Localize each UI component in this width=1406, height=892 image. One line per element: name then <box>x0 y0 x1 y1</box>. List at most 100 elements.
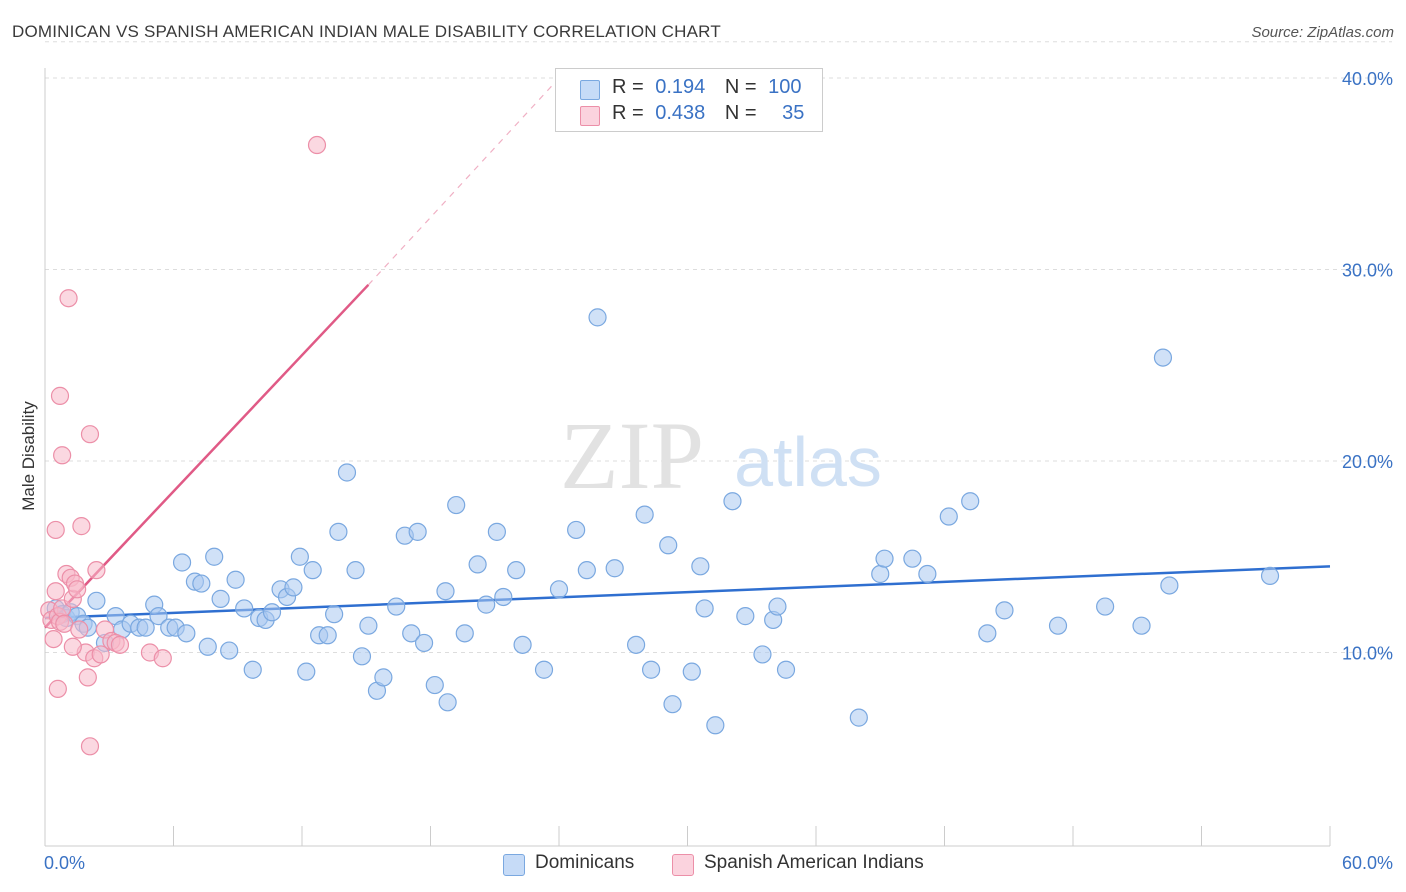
point-dominicans <box>149 607 168 626</box>
point-spanish-american-indians <box>63 637 82 656</box>
point-dominicans <box>567 520 586 540</box>
point-dominicans <box>408 522 427 541</box>
point-dominicans <box>682 662 701 681</box>
point-dominicans <box>768 597 787 616</box>
point-dominicans <box>226 570 245 589</box>
point-dominicans <box>939 507 958 526</box>
legend-swatch-pink <box>672 854 694 876</box>
point-dominicans <box>198 637 217 656</box>
point-dominicans <box>172 553 192 572</box>
point-spanish-american-indians <box>153 649 172 668</box>
point-dominicans <box>192 574 211 593</box>
legend-label-spanish-american-indians: Spanish American Indians <box>704 852 924 873</box>
point-spanish-american-indians <box>46 520 65 540</box>
y-tick-label: 40.0% <box>1342 69 1393 89</box>
point-dominicans <box>1132 616 1151 635</box>
point-dominicans <box>297 662 316 681</box>
point-dominicans <box>235 599 254 618</box>
data-points <box>40 135 1280 756</box>
y-tick-label: 20.0% <box>1342 452 1393 472</box>
point-dominicans <box>849 708 868 727</box>
point-dominicans <box>220 641 239 660</box>
trend-lines <box>44 66 1331 629</box>
point-dominicans <box>177 624 196 643</box>
point-dominicans <box>918 564 937 584</box>
point-dominicans <box>1096 597 1115 616</box>
point-dominicans <box>211 589 230 608</box>
x-tick-label: 60.0% <box>1342 853 1393 873</box>
legend-label-dominicans: Dominicans <box>535 852 635 873</box>
point-spanish-american-indians <box>110 635 130 654</box>
point-dominicans <box>723 492 742 511</box>
y-tick-label: 10.0% <box>1342 644 1393 664</box>
point-dominicans <box>243 660 262 679</box>
stats-legend: R = 0.194 N = 100 R = 0.438 N = 35 <box>555 68 823 132</box>
legend-n-label: N = <box>724 76 757 98</box>
point-dominicans <box>387 597 406 616</box>
point-dominicans <box>776 660 796 679</box>
point-dominicans <box>626 635 646 654</box>
point-spanish-american-indians <box>307 135 327 155</box>
point-dominicans <box>205 547 224 566</box>
watermark-zip: ZIP <box>560 402 704 509</box>
point-spanish-american-indians <box>68 580 87 599</box>
point-dominicans <box>136 618 155 637</box>
axes <box>44 68 1331 847</box>
point-dominicans <box>507 561 526 580</box>
point-dominicans <box>87 591 106 610</box>
point-spanish-american-indians <box>87 561 106 580</box>
point-dominicans <box>468 555 487 574</box>
point-dominicans <box>706 716 725 735</box>
point-dominicans <box>329 522 348 541</box>
point-dominicans <box>691 557 710 576</box>
point-dominicans <box>374 668 393 687</box>
point-dominicans <box>455 624 474 643</box>
legend-r-label: R = <box>612 102 644 124</box>
point-dominicans <box>871 564 890 584</box>
point-dominicans <box>659 536 678 555</box>
point-dominicans <box>402 624 421 643</box>
point-dominicans <box>995 601 1014 620</box>
legend-r-value: 0.438 <box>655 102 706 124</box>
legend-n-value: 100 <box>768 76 802 98</box>
legend-swatch-blue <box>503 854 525 876</box>
point-spanish-american-indians <box>70 620 89 639</box>
point-dominicans <box>978 624 997 643</box>
y-tick-label: 30.0% <box>1342 261 1393 281</box>
x-tick-label: 0.0% <box>44 853 85 873</box>
point-dominicans <box>753 645 772 664</box>
point-dominicans <box>549 580 569 599</box>
point-spanish-american-indians <box>46 582 65 601</box>
trend-extension-spanish-american-indians <box>367 66 571 286</box>
point-dominicans <box>577 561 596 580</box>
point-spanish-american-indians <box>44 629 63 649</box>
point-dominicans <box>641 660 661 679</box>
point-spanish-american-indians <box>50 386 70 405</box>
point-dominicans <box>605 559 624 578</box>
point-dominicans <box>875 549 894 568</box>
legend-n-value: 35 <box>782 102 805 124</box>
point-dominicans <box>284 578 303 597</box>
point-spanish-american-indians <box>80 425 100 444</box>
point-dominicans <box>1153 348 1173 367</box>
point-dominicans <box>635 505 654 524</box>
legend-swatch-blue <box>580 80 600 100</box>
chart-title: DOMINICAN VS SPANISH AMERICAN INDIAN MAL… <box>12 22 721 41</box>
point-dominicans <box>487 522 506 541</box>
point-dominicans <box>346 561 365 580</box>
point-dominicans <box>325 605 344 624</box>
point-dominicans <box>588 308 607 327</box>
point-spanish-american-indians <box>72 517 91 536</box>
point-spanish-american-indians <box>91 645 110 664</box>
point-dominicans <box>513 635 532 654</box>
point-dominicans <box>736 607 755 626</box>
grid-lines <box>45 41 1392 653</box>
point-spanish-american-indians <box>78 668 97 687</box>
point-spanish-american-indians <box>59 289 78 308</box>
point-dominicans <box>1260 566 1280 586</box>
point-spanish-american-indians <box>48 679 67 698</box>
point-dominicans <box>414 633 434 653</box>
point-dominicans <box>1160 576 1179 595</box>
point-dominicans <box>477 595 496 614</box>
